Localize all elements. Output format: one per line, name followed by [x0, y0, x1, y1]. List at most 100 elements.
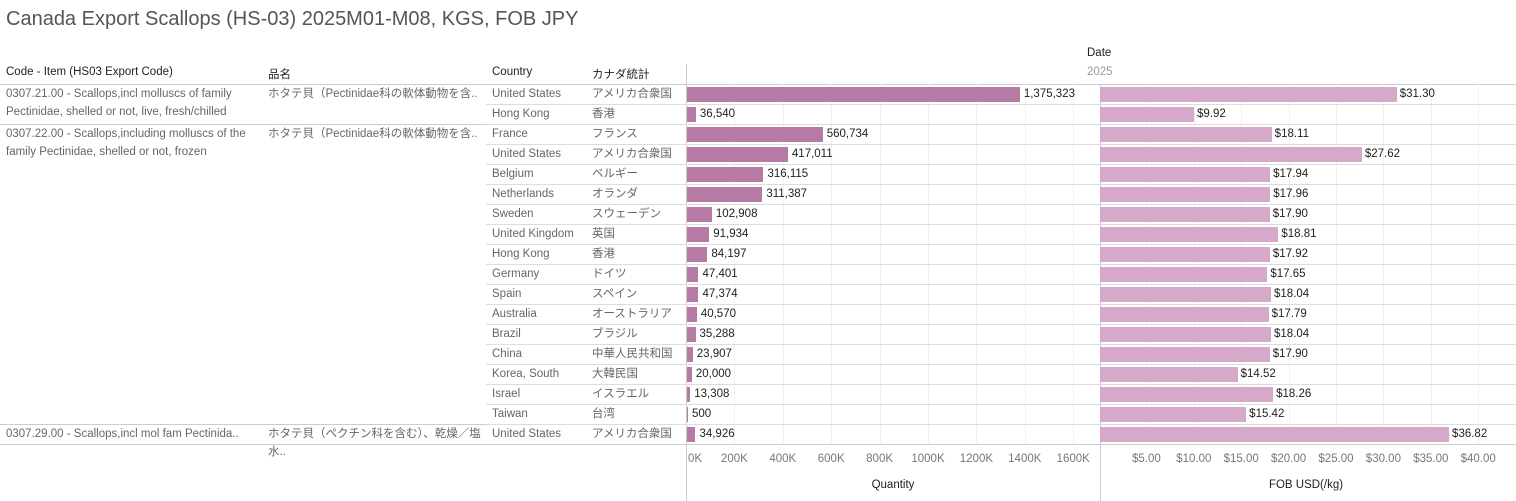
row-divider: [486, 344, 1516, 345]
fob-tick-label: $35.00: [1413, 453, 1449, 465]
fob-bar[interactable]: [1100, 187, 1271, 202]
quantity-bar[interactable]: [687, 227, 710, 242]
fob-bar[interactable]: [1100, 247, 1270, 262]
row-divider: [486, 184, 1516, 185]
country-label[interactable]: United States: [492, 428, 562, 440]
country-label[interactable]: Australia: [492, 308, 537, 320]
quantity-bar[interactable]: [687, 87, 1020, 102]
country-label[interactable]: Spain: [492, 288, 522, 300]
quantity-bar[interactable]: [687, 147, 788, 162]
fob-bar[interactable]: [1100, 307, 1269, 322]
code-header[interactable]: Code - Item (HS03 Export Code): [6, 66, 173, 78]
row-divider: [486, 104, 1516, 105]
fob-bar[interactable]: [1100, 87, 1397, 102]
fob-bar[interactable]: [1100, 147, 1362, 162]
fob-bar[interactable]: [1100, 287, 1272, 302]
country-label[interactable]: Israel: [492, 388, 521, 400]
country-label[interactable]: Belgium: [492, 168, 534, 180]
header-divider: [0, 84, 1516, 85]
quantity-tick-label: 0K: [687, 453, 703, 465]
divider: [686, 64, 687, 501]
row-divider: [486, 264, 1516, 265]
quantity-bar[interactable]: [687, 407, 688, 422]
quantity-tick-label: 1600K: [1056, 453, 1090, 465]
fob-bar[interactable]: [1100, 347, 1270, 362]
fob-tick-label: $10.00: [1176, 453, 1212, 465]
country-label[interactable]: United States: [492, 148, 562, 160]
group-divider: [0, 444, 686, 445]
row-divider: [486, 164, 1516, 165]
fob-bar[interactable]: [1100, 127, 1272, 142]
quantity-bar[interactable]: [687, 387, 691, 402]
fob-bar[interactable]: [1100, 267, 1268, 282]
fob-value-label: $9.92: [1197, 108, 1226, 120]
country-label[interactable]: China: [492, 348, 523, 360]
fob-value-label: $36.82: [1452, 428, 1488, 440]
country-jp-label: フランス: [592, 128, 638, 140]
fob-bar[interactable]: [1100, 367, 1238, 382]
country-label[interactable]: Netherlands: [492, 188, 555, 200]
quantity-bar[interactable]: [687, 187, 763, 202]
fob-bar[interactable]: [1100, 387, 1274, 402]
country-label[interactable]: Hong Kong: [492, 248, 550, 260]
quantity-value-label: 316,115: [767, 168, 809, 180]
quantity-value-label: 20,000: [695, 368, 732, 380]
quantity-value-label: 1,375,323: [1023, 88, 1075, 100]
jp-name-header[interactable]: 品名: [268, 69, 291, 81]
country-label[interactable]: Korea, South: [492, 368, 560, 380]
chart-title: Canada Export Scallops (HS-03) 2025M01-M…: [6, 8, 579, 30]
fob-value-label: $18.81: [1281, 228, 1317, 240]
quantity-bar[interactable]: [687, 367, 692, 382]
group-divider: [0, 424, 686, 425]
country-jp-label: 英国: [592, 228, 615, 240]
fob-bar[interactable]: [1100, 107, 1195, 122]
fob-bar[interactable]: [1100, 167, 1271, 182]
jp-country-header[interactable]: カナダ統計: [592, 69, 650, 81]
fob-tick-label: $15.00: [1223, 453, 1259, 465]
quantity-bar[interactable]: [687, 267, 699, 282]
row-divider: [486, 424, 1516, 425]
country-label[interactable]: Germany: [492, 268, 540, 280]
country-label[interactable]: France: [492, 128, 528, 140]
quantity-bar[interactable]: [687, 207, 712, 222]
row-divider: [486, 144, 1516, 145]
quantity-value-label: 91,934: [713, 228, 749, 240]
item-jp-name: ホタテ貝（ペクチン科を含む）、乾燥／塩水..: [268, 428, 481, 458]
country-label[interactable]: United States: [492, 88, 562, 100]
quantity-value-label: 36,540: [699, 108, 736, 120]
fob-bar[interactable]: [1100, 227, 1279, 242]
country-header[interactable]: Country: [492, 66, 533, 78]
country-label[interactable]: Taiwan: [492, 408, 528, 420]
quantity-bar[interactable]: [687, 347, 693, 362]
fob-bar[interactable]: [1100, 327, 1272, 342]
country-jp-label: オーストラリア: [592, 308, 672, 320]
country-jp-label: アメリカ合衆国: [592, 148, 672, 160]
quantity-bar[interactable]: [687, 127, 823, 142]
fob-value-label: $18.04: [1274, 288, 1310, 300]
fob-value-label: $17.79: [1271, 308, 1307, 320]
quantity-bar[interactable]: [687, 247, 708, 262]
quantity-value-label: 13,308: [694, 388, 730, 400]
quantity-bar[interactable]: [687, 327, 696, 342]
quantity-bar[interactable]: [687, 167, 764, 182]
quantity-value-label: 47,374: [702, 288, 738, 300]
fob-bar[interactable]: [1100, 407, 1247, 422]
country-label[interactable]: Sweden: [492, 208, 534, 220]
fob-bar[interactable]: [1100, 427, 1450, 442]
quantity-bar[interactable]: [687, 427, 696, 442]
quantity-bar[interactable]: [687, 307, 697, 322]
fob-axis-title: FOB USD(/kg): [1268, 479, 1344, 491]
quantity-value-label: 417,011: [791, 148, 833, 160]
country-label[interactable]: Hong Kong: [492, 108, 550, 120]
quantity-bar[interactable]: [687, 287, 699, 302]
fob-value-label: $18.26: [1276, 388, 1312, 400]
quantity-value-label: 23,907: [696, 348, 732, 360]
quantity-bar[interactable]: [687, 107, 696, 122]
country-label[interactable]: United Kingdom: [492, 228, 574, 240]
fob-value-label: $18.11: [1274, 128, 1309, 140]
group-divider: [0, 124, 686, 125]
country-jp-label: ベルギー: [592, 168, 638, 180]
quantity-value-label: 34,926: [699, 428, 735, 440]
country-label[interactable]: Brazil: [492, 328, 521, 340]
fob-bar[interactable]: [1100, 207, 1270, 222]
